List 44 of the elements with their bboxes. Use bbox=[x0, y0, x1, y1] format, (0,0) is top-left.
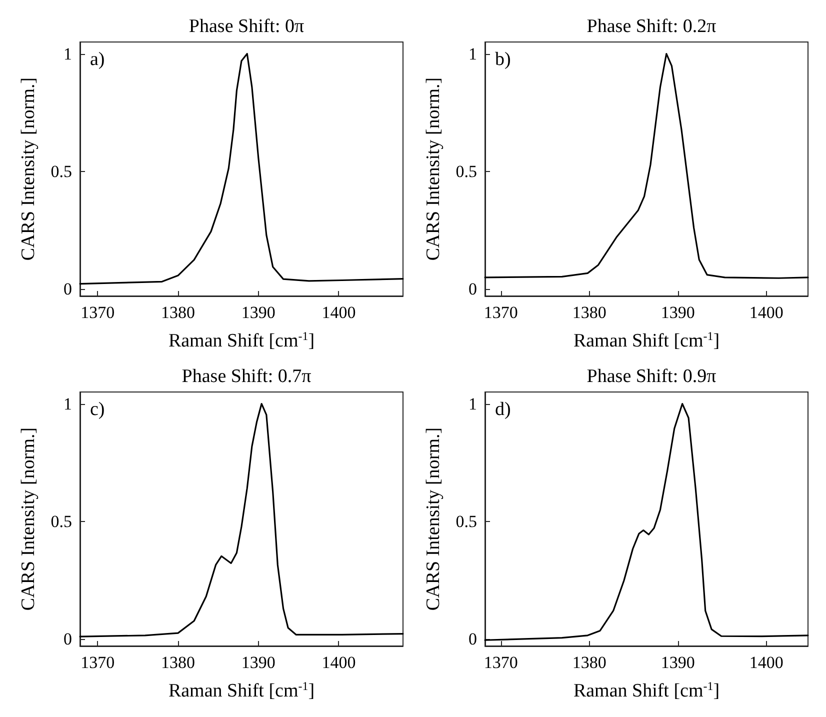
x-tick-label: 1390 bbox=[660, 653, 695, 672]
x-tick-label: 1400 bbox=[749, 653, 784, 672]
y-axis-title: CARS Intensity [norm.] bbox=[423, 427, 444, 611]
y-axis-title: CARS Intensity [norm.] bbox=[423, 77, 444, 261]
y-tick-label: 0 bbox=[468, 279, 477, 298]
y-tick-label: 1 bbox=[468, 44, 477, 64]
y-tick-label: 0 bbox=[468, 629, 477, 648]
y-tick-label: 0.5 bbox=[456, 162, 477, 181]
x-tick-label: 1370 bbox=[80, 303, 115, 322]
chart-title: Phase Shift: 0.2π bbox=[586, 16, 717, 37]
y-axis-title: CARS Intensity [norm.] bbox=[18, 427, 39, 611]
y-axis-title: CARS Intensity [norm.] bbox=[18, 77, 39, 261]
line-series bbox=[79, 52, 404, 285]
annotation: a) bbox=[90, 49, 105, 70]
x-tick-label: 1380 bbox=[572, 653, 606, 672]
x-tick-label: 1380 bbox=[161, 653, 196, 672]
annotation: b) bbox=[495, 49, 511, 70]
line-series bbox=[79, 402, 404, 638]
chart-title: Phase Shift: 0.9π bbox=[586, 366, 717, 387]
x-tick-label: 1370 bbox=[484, 303, 518, 322]
annotation: d) bbox=[495, 399, 511, 420]
x-tick-label: 1380 bbox=[572, 303, 606, 322]
y-tick-label: 1 bbox=[64, 44, 72, 64]
x-tick-label: 1380 bbox=[161, 303, 196, 322]
line-series bbox=[484, 402, 809, 641]
y-tick-label: 0.5 bbox=[50, 512, 72, 531]
chart-title: Phase Shift: 0.7π bbox=[182, 366, 312, 387]
x-tick-label: 1390 bbox=[660, 303, 695, 322]
y-tick-label: 1 bbox=[64, 394, 72, 414]
y-tick-label: 0 bbox=[64, 279, 72, 298]
x-tick-label: 1400 bbox=[322, 653, 356, 672]
y-tick-label: 0 bbox=[64, 629, 72, 648]
x-tick-label: 1390 bbox=[241, 303, 276, 322]
chart-title: Phase Shift: 0π bbox=[188, 16, 304, 37]
annotation: c) bbox=[90, 399, 105, 420]
y-tick-label: 1 bbox=[468, 394, 477, 414]
x-tick-label: 1390 bbox=[241, 653, 276, 672]
x-tick-label: 1400 bbox=[749, 303, 784, 322]
line-series bbox=[484, 52, 809, 279]
y-tick-label: 0.5 bbox=[456, 512, 477, 531]
x-tick-label: 1400 bbox=[322, 303, 356, 322]
y-tick-label: 0.5 bbox=[50, 162, 72, 181]
x-tick-label: 1370 bbox=[484, 653, 518, 672]
x-tick-label: 1370 bbox=[80, 653, 115, 672]
